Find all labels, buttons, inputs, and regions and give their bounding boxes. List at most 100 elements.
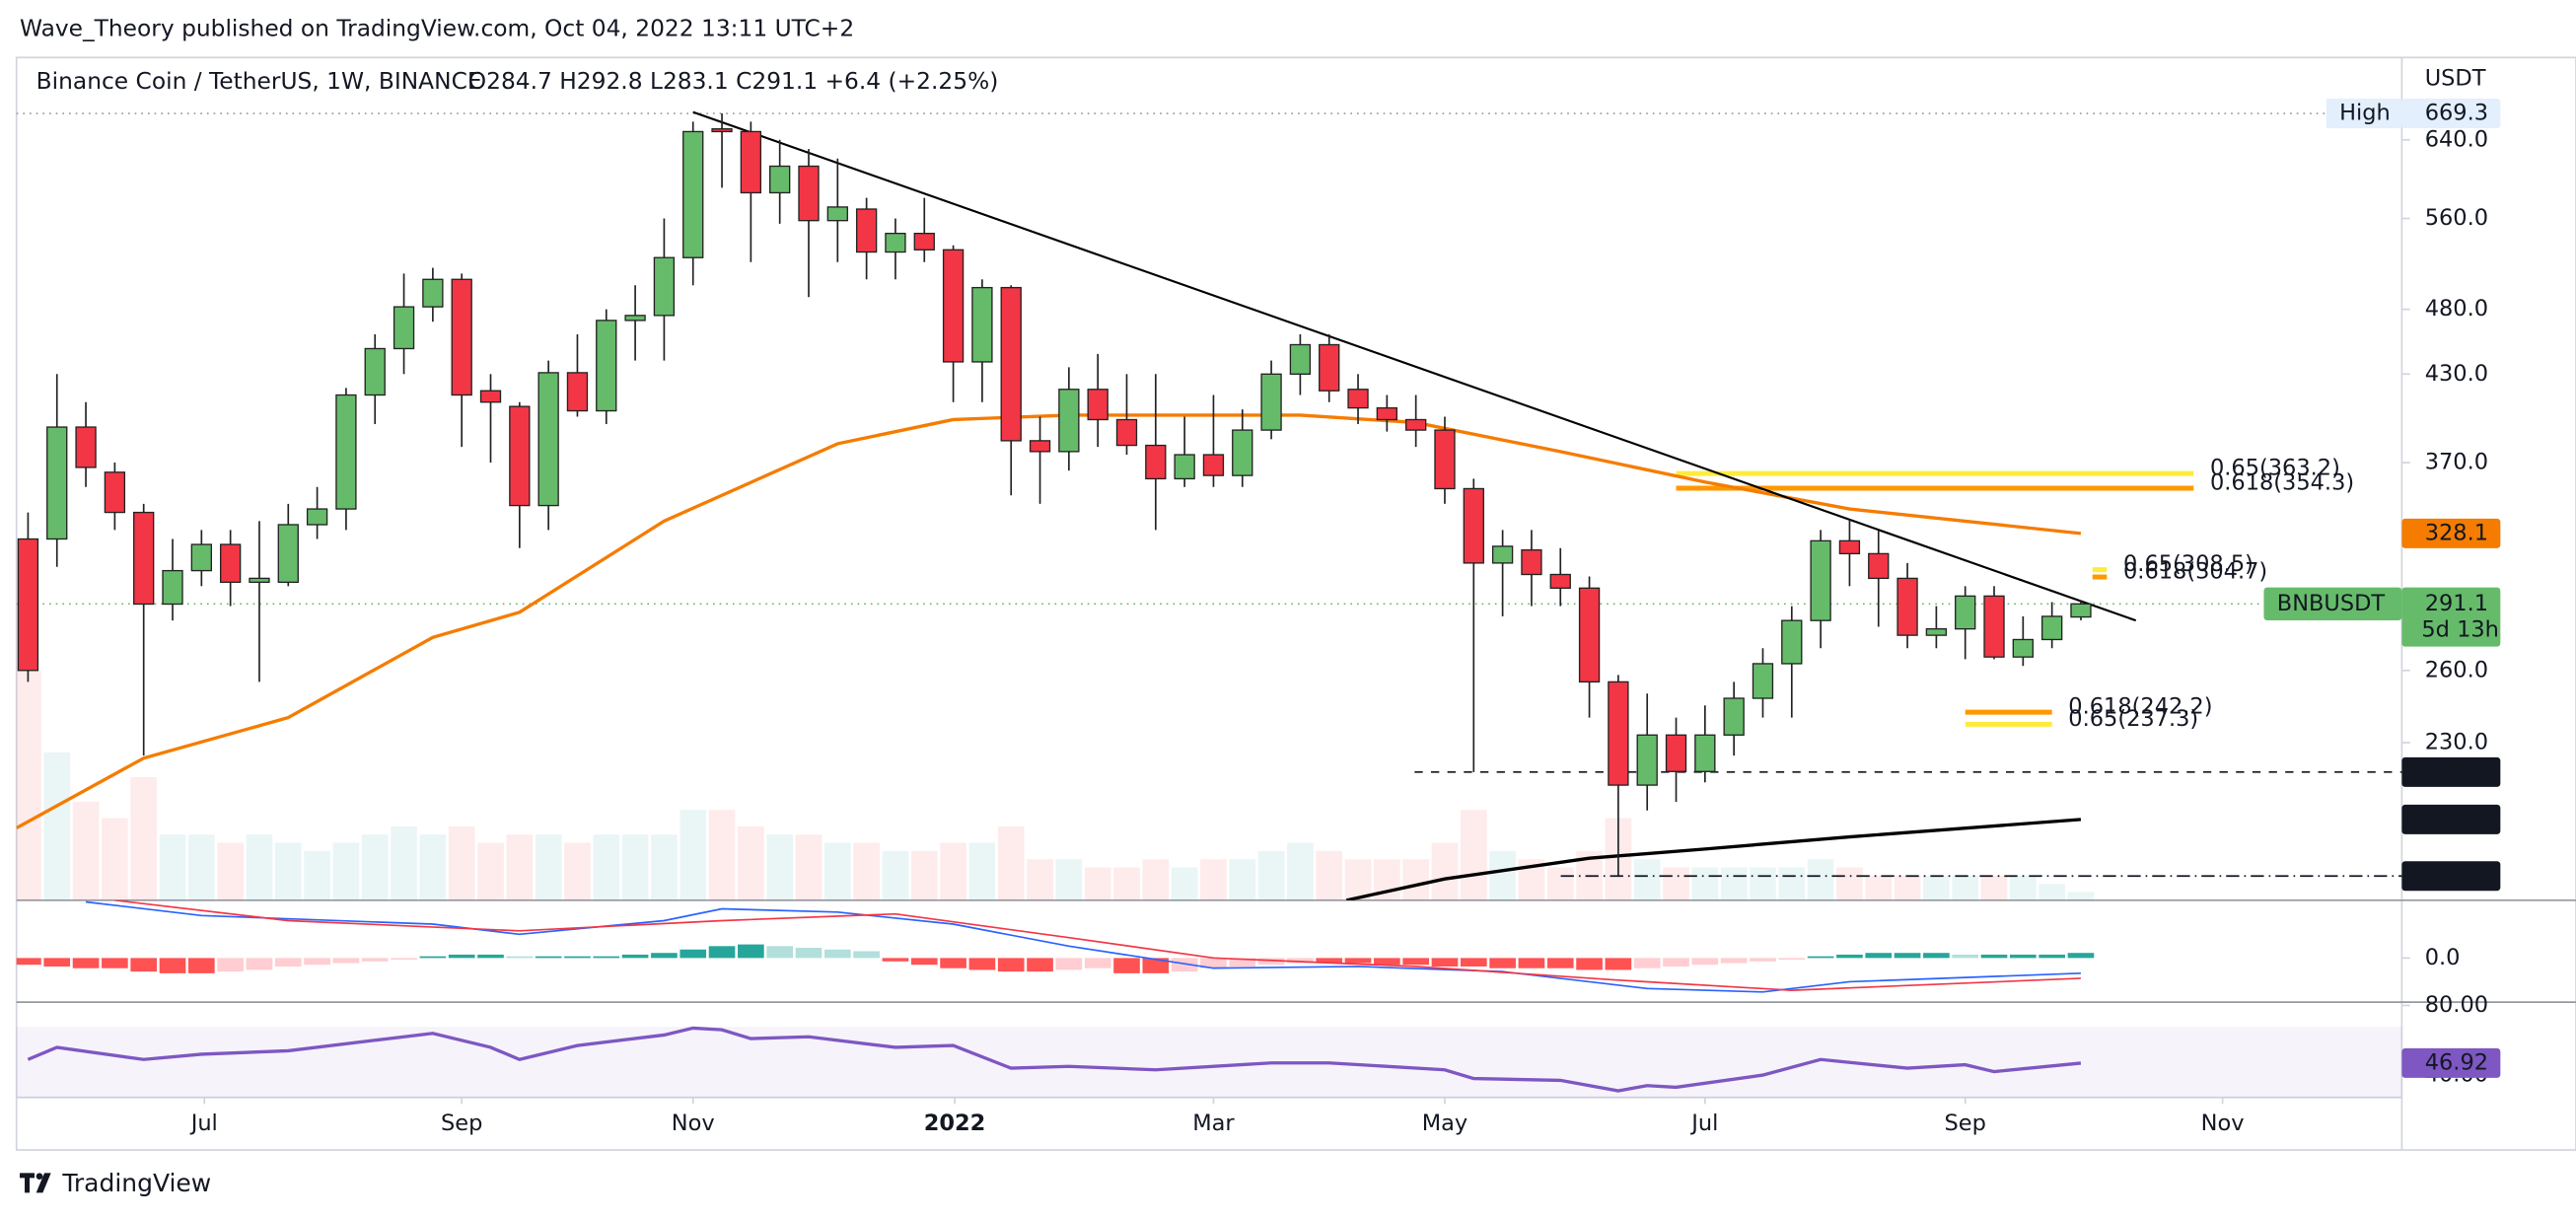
volume-bar [1980, 875, 2008, 900]
volume-bar [968, 842, 996, 900]
macd-histogram [1518, 958, 1545, 968]
x-tick-label: Sep [441, 1111, 482, 1136]
macd-histogram [1257, 958, 1285, 966]
macd-histogram [1952, 954, 1979, 959]
candle-body [1868, 552, 1890, 580]
volume-bar [304, 850, 330, 900]
moving-average [16, 413, 2082, 830]
y-tick-label: 560.0 [2425, 205, 2488, 231]
y-tick-label: 480.0 [2425, 296, 2488, 322]
fib-label: 0.65(308.5) [2123, 551, 2254, 577]
y-tick-label: 260.0 [2425, 657, 2488, 682]
macd-histogram [882, 958, 909, 962]
candle-body [1405, 418, 1427, 431]
macd-histogram [1316, 958, 1343, 964]
fib-label: 0.618(354.3) [2210, 469, 2354, 495]
macd-histogram [448, 954, 475, 959]
support-label-box [2401, 861, 2501, 892]
support-label-box [2401, 756, 2501, 787]
volume-bar [1489, 850, 1516, 900]
x-tick-label: 2022 [924, 1111, 986, 1136]
macd-histogram [1894, 953, 1921, 959]
moving-average [1345, 818, 2082, 900]
fib-label: 0.618(304.7) [2123, 559, 2267, 585]
candle-body [1723, 697, 1745, 736]
fib-label: 0.65(237.3) [2068, 706, 2198, 732]
candle-body [104, 471, 126, 514]
volume-bar [1084, 867, 1111, 900]
macd-histogram [593, 956, 620, 959]
volume-bar [1257, 850, 1285, 900]
macd-histogram [130, 958, 158, 972]
candle-body [740, 130, 762, 194]
candle-body [1202, 454, 1225, 476]
ohlc: O284.7 H292.8 L283.1 C291.1 +6.4 (+2.25%… [468, 68, 999, 95]
macd-histogram [1923, 953, 1950, 959]
candle-body [335, 394, 357, 510]
rsi-band [16, 1027, 2402, 1098]
macd-histogram [997, 958, 1025, 972]
macd-histogram [1663, 958, 1689, 967]
candle-body [1376, 406, 1398, 421]
macd-histogram [1489, 958, 1516, 968]
macd-line [114, 899, 2081, 991]
candle-body [162, 569, 183, 606]
candle-body [971, 286, 993, 363]
volume-bar [188, 834, 215, 900]
volume-bar [766, 834, 794, 900]
macd-histogram [1778, 958, 1806, 961]
volume-bar [1865, 875, 1893, 900]
volume-bar [853, 842, 880, 900]
candle-body [1896, 577, 1918, 636]
macd-histogram [1142, 958, 1170, 973]
macd-tick-label: 0.0 [2425, 945, 2461, 970]
macd-histogram [766, 946, 794, 959]
trendline [692, 110, 2137, 622]
volume-bar [651, 834, 678, 900]
macd-histogram [708, 946, 736, 959]
volume-bar [477, 842, 504, 900]
candle-body [1174, 454, 1195, 480]
macd-histogram [274, 958, 302, 967]
y-tick-label: 640.0 [2425, 126, 2488, 152]
candle-body [306, 508, 328, 526]
candle-body [479, 390, 502, 403]
candle-body [1115, 418, 1138, 447]
last-price-box [2401, 587, 2501, 647]
macd-histogram [477, 954, 504, 959]
candle-body [1838, 539, 1861, 555]
candle-body [1549, 573, 1571, 589]
volume-bar [795, 834, 823, 900]
logo [20, 1173, 51, 1193]
candle-body [1463, 487, 1484, 564]
last-price-label: 291.1 [2425, 591, 2488, 616]
candle-body [2070, 603, 2092, 618]
candle-body [1608, 681, 1629, 786]
candle-body [826, 206, 848, 222]
candle-body [1810, 539, 1831, 621]
macd-histogram [1431, 958, 1459, 967]
volume-bar [2039, 884, 2065, 900]
candle-body [682, 130, 704, 258]
candle-body [1434, 429, 1456, 490]
volume-bar [593, 834, 620, 900]
candle-body [1752, 663, 1774, 699]
candle-body [798, 165, 820, 222]
macd-histogram [1691, 958, 1719, 966]
candle-body [2040, 615, 2063, 641]
macd-pane [16, 899, 2095, 993]
volume-bar [1894, 875, 1921, 900]
ma-label: 328.1 [2425, 520, 2488, 545]
volume-bar [1836, 867, 1863, 900]
macd-histogram [2010, 954, 2037, 959]
y-tick-label: 370.0 [2425, 450, 2488, 475]
macd-histogram [1980, 954, 2008, 959]
volume-bar [997, 825, 1025, 900]
candle-body [1955, 595, 1976, 630]
ma-label-box [2401, 804, 2501, 834]
fib-label: 0.65(363.2) [2210, 456, 2340, 481]
macd-histogram [535, 956, 562, 959]
volume-bar [708, 810, 736, 900]
volume-bar [391, 825, 417, 900]
